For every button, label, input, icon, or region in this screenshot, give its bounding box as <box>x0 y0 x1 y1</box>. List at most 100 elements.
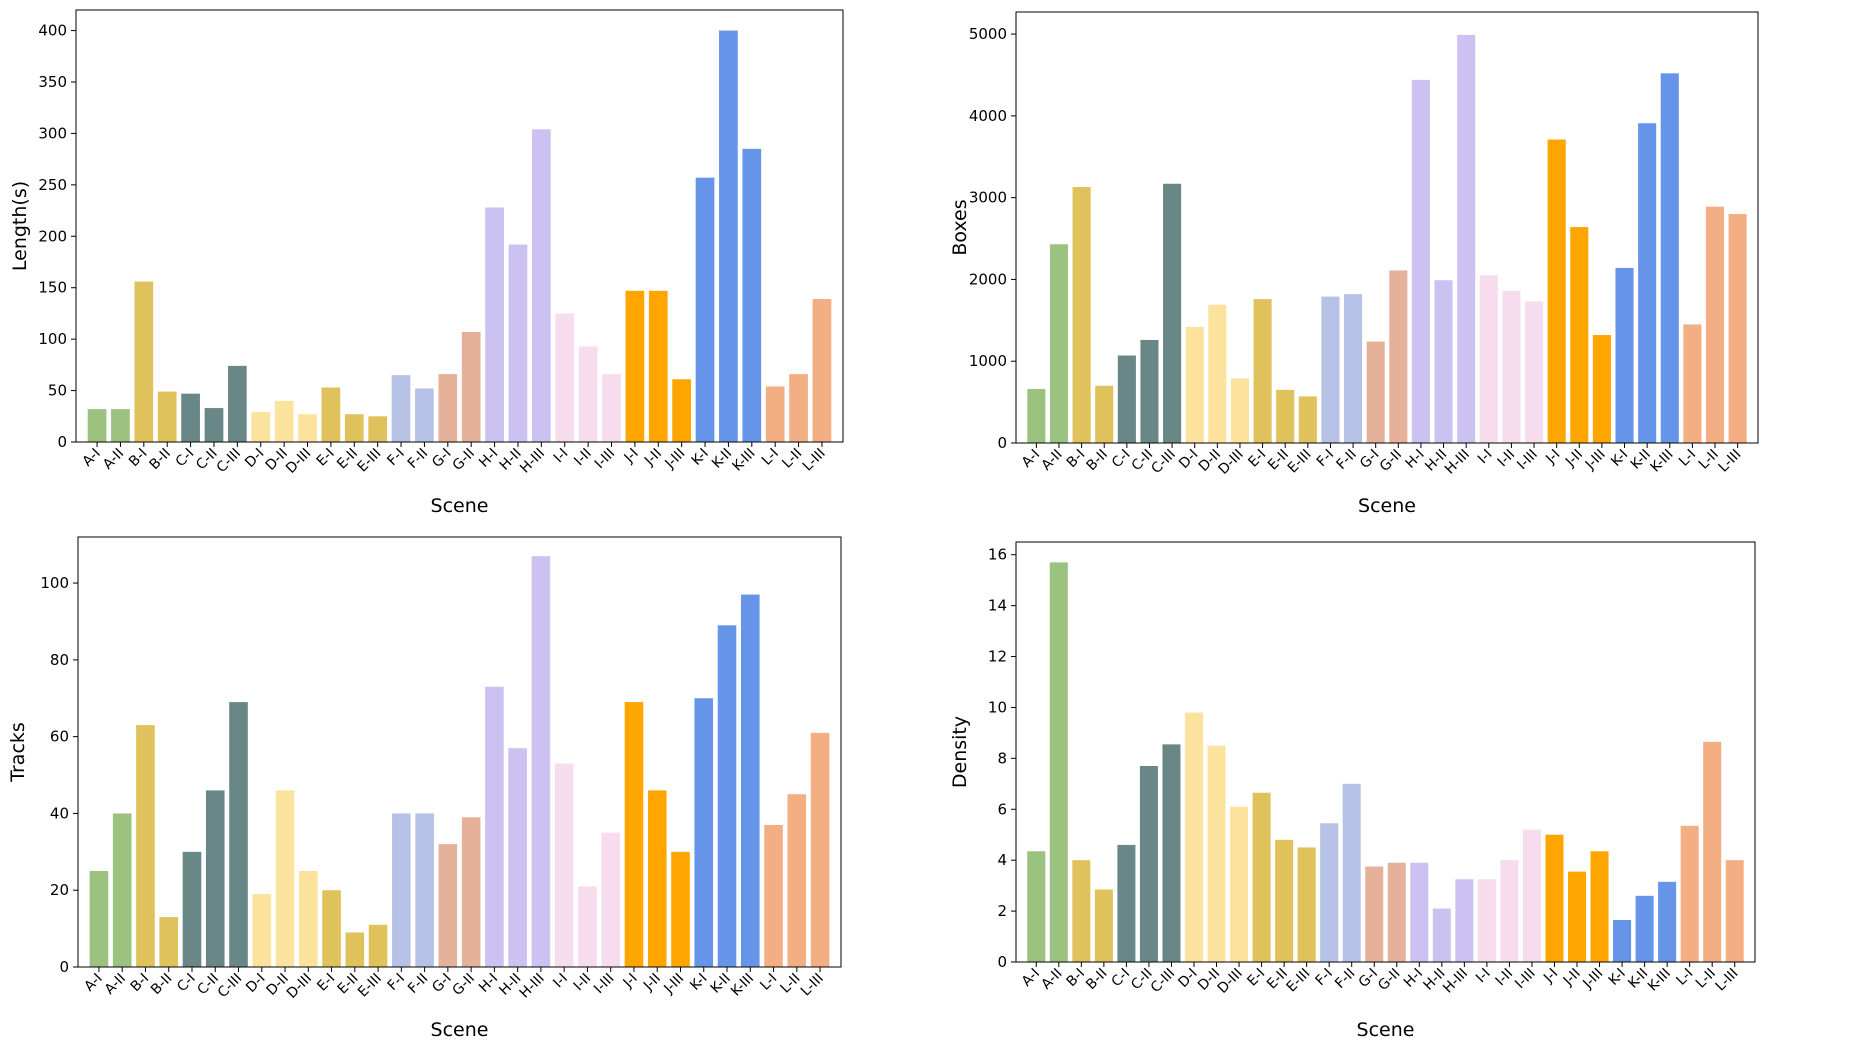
y-axis-label: Boxes <box>949 199 971 255</box>
bar-G-I <box>438 844 458 967</box>
y-tick-label: 6 <box>997 800 1007 818</box>
x-tick-label: G-I <box>1357 447 1382 472</box>
bar-K-II <box>719 30 738 442</box>
y-tick-label: 400 <box>38 22 67 40</box>
bar-C-III <box>227 365 247 442</box>
x-tick-label: K-I <box>687 971 710 994</box>
bar-K-I <box>694 698 714 967</box>
x-tick-label: F-I <box>1313 966 1337 990</box>
bar-I-II <box>578 886 597 967</box>
x-tick-label: G-II <box>450 446 478 474</box>
bar-C-III <box>1163 183 1182 443</box>
x-tick-label: G-I <box>429 971 454 996</box>
x-tick-label: L-III <box>798 971 827 1000</box>
chart-tracks: 0 20 40 60 80 100 A-I A-II B-I B-II C-I C-II C-III D-… <box>0 525 928 1050</box>
bar-A-I <box>1027 851 1046 962</box>
bar-B-II <box>159 917 179 967</box>
y-tick-label: 2000 <box>969 270 1007 288</box>
bar-F-I <box>391 375 411 442</box>
bar-E-III <box>368 924 388 967</box>
x-tick-label: D-I <box>242 446 267 471</box>
bar-J-III <box>1590 851 1609 962</box>
x-axis-label: Scene <box>431 1019 489 1041</box>
x-tick-label: K-II <box>1628 447 1654 473</box>
bar-L-III <box>812 299 832 442</box>
axes-frame <box>1015 541 1756 963</box>
bar-J-I <box>1545 834 1564 962</box>
bar-F-I <box>392 813 411 967</box>
bar-C-II <box>1139 766 1158 962</box>
x-tick-label: I-I <box>551 446 572 467</box>
x-tick-label: H-I <box>476 971 501 996</box>
axes-frame <box>77 536 842 968</box>
x-tick-label: F-II <box>405 971 431 997</box>
bar-L-I <box>764 824 783 967</box>
x-tick-label: J-II <box>1562 447 1586 471</box>
bar-D-I <box>252 894 272 967</box>
y-tick-label: 1000 <box>969 352 1007 370</box>
bar-K-I <box>1615 267 1634 443</box>
x-tick-label: J-I <box>620 971 641 992</box>
bar-F-I <box>1320 823 1339 962</box>
x-tick-label: I-III <box>1512 966 1539 993</box>
bar-E-III <box>368 416 388 442</box>
bar-C-I <box>1117 355 1136 443</box>
x-tick-label: D-III <box>1215 966 1246 997</box>
y-axis-label: Length(s) <box>9 181 31 271</box>
bar-H-II <box>508 748 527 967</box>
y-tick-label: 10 <box>988 698 1007 716</box>
bar-L-III <box>1728 214 1747 443</box>
x-tick-label: J-III <box>662 446 689 473</box>
bar-K-II <box>1635 895 1654 962</box>
bar-B-II <box>1095 385 1114 443</box>
y-tick-label: 20 <box>50 881 69 899</box>
x-tick-label: B-II <box>148 971 176 999</box>
x-tick-label: L-I <box>757 971 780 994</box>
x-tick-label: B-I <box>128 971 153 996</box>
bar-G-I <box>438 374 458 442</box>
bar-F-II <box>415 813 434 967</box>
x-tick-label: C-III <box>214 446 245 477</box>
x-tick-label: K-II <box>1625 966 1651 992</box>
x-tick-label: F-I <box>385 971 409 995</box>
bar-E-I <box>321 387 341 442</box>
x-tick-label: C-I <box>174 971 199 996</box>
bar-B-I <box>1072 187 1091 443</box>
bar-C-I <box>182 851 202 967</box>
x-tick-label: D-III <box>284 971 315 1002</box>
bar-H-III <box>531 129 551 443</box>
x-tick-label: K-II <box>709 446 735 472</box>
bar-E-II <box>345 932 365 967</box>
bar-H-III <box>531 556 551 967</box>
bar-G-II <box>1389 270 1408 443</box>
x-tick-label: I-II <box>1495 447 1519 471</box>
y-tick-label: 4 <box>997 851 1007 869</box>
x-tick-label: G-II <box>450 971 478 999</box>
x-tick-label: C-III <box>1148 447 1179 478</box>
x-tick-label: G-II <box>1377 447 1405 475</box>
x-tick-label: I-II <box>1493 966 1517 990</box>
bar-C-II <box>205 790 225 967</box>
x-tick-label: A-I <box>1019 447 1043 471</box>
x-tick-label: E-I <box>1244 966 1268 990</box>
x-tick-label: F-I <box>384 446 408 470</box>
bar-L-II <box>1703 741 1722 962</box>
bar-F-II <box>415 388 434 442</box>
bar-G-I <box>1366 341 1385 443</box>
x-tick-label: B-I <box>1064 966 1089 991</box>
bar-J-II <box>648 290 668 442</box>
x-tick-label: K-I <box>1606 966 1629 989</box>
x-tick-label: J-III <box>660 971 687 998</box>
bar-A-II <box>112 813 132 967</box>
x-tick-label: G-I <box>1356 966 1381 991</box>
bar-D-III <box>1230 806 1249 962</box>
bar-F-I <box>1321 296 1340 443</box>
bar-J-III <box>671 851 690 967</box>
x-tick-label: E-I <box>314 971 338 995</box>
bar-E-I <box>1252 792 1271 962</box>
bar-D-I <box>1185 326 1204 443</box>
bar-B-I <box>136 725 155 967</box>
bar-E-I <box>1253 299 1272 443</box>
bar-C-III <box>229 702 248 967</box>
bar-J-III <box>672 379 692 442</box>
